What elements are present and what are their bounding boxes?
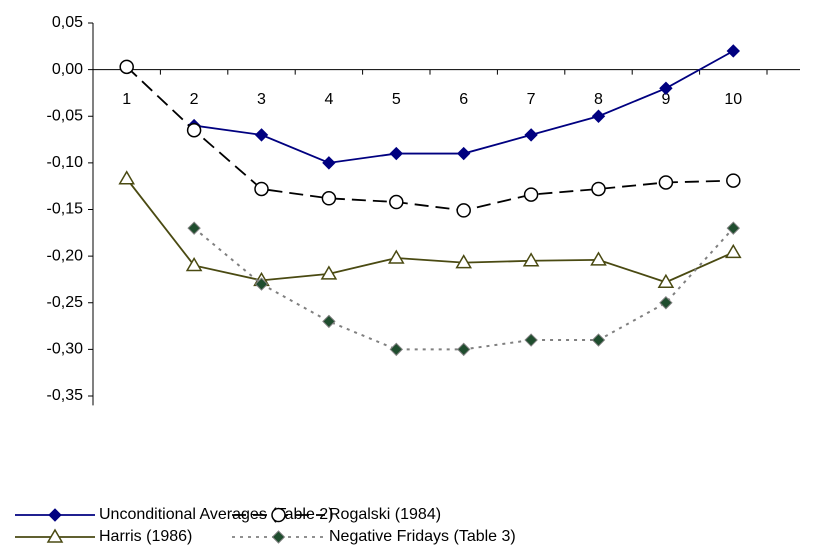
y-tick-label: -0,05 (47, 107, 84, 124)
legend-label: Rogalski (1984) (329, 506, 441, 523)
marker (185, 256, 203, 272)
marker (254, 128, 269, 142)
x-tick-label: 5 (392, 91, 401, 108)
marker (524, 333, 538, 347)
marker (119, 59, 134, 75)
series-line (193, 227, 735, 351)
marker (591, 181, 606, 197)
marker (657, 273, 675, 288)
marker (389, 146, 404, 161)
marker (456, 342, 471, 357)
marker (320, 265, 338, 280)
marker (187, 221, 201, 235)
legend-marker (271, 530, 286, 544)
marker (524, 128, 538, 142)
y-tick-label: -0,15 (47, 201, 84, 218)
marker (322, 156, 336, 170)
y-tick-label: -0,35 (47, 387, 84, 404)
legend-marker (48, 508, 62, 522)
series-line (125, 178, 734, 284)
y-tick-label: -0,10 (47, 154, 84, 171)
marker (254, 181, 269, 197)
marker (322, 314, 336, 329)
marker (522, 252, 540, 267)
y-tick-label: 0,00 (52, 61, 83, 78)
x-tick-label: 6 (459, 91, 468, 108)
x-tick-label: 3 (257, 91, 266, 108)
legend-label: Negative Fridays (Table 3) (329, 528, 516, 545)
x-tick-label: 10 (724, 91, 742, 108)
marker (456, 203, 471, 218)
y-tick-label: 0,05 (52, 14, 83, 31)
marker (659, 296, 673, 310)
marker (118, 170, 136, 185)
marker (726, 221, 741, 235)
legend-marker (271, 507, 286, 523)
y-tick-label: -0,25 (47, 294, 84, 311)
marker (724, 243, 742, 259)
marker (389, 342, 404, 357)
marker (389, 194, 404, 210)
x-tick-label: 9 (661, 91, 670, 108)
x-tick-label: 2 (190, 91, 199, 108)
x-tick-label: 1 (122, 91, 131, 108)
marker (726, 44, 741, 58)
legend-marker (46, 528, 64, 543)
marker (186, 122, 202, 138)
marker (523, 187, 539, 202)
legend-label: Harris (1986) (99, 528, 192, 545)
marker (591, 333, 606, 347)
x-tick-label: 4 (324, 91, 333, 108)
marker (591, 109, 606, 123)
marker (590, 251, 607, 266)
marker (387, 249, 405, 264)
marker (456, 146, 471, 161)
y-tick-label: -0,20 (47, 247, 84, 264)
marker (455, 254, 473, 269)
x-tick-label: 7 (527, 91, 536, 108)
marker (726, 173, 741, 188)
marker (658, 175, 674, 190)
marker (254, 277, 269, 291)
y-tick-label: -0,30 (47, 341, 84, 358)
x-tick-label: 8 (594, 91, 603, 108)
series-line (126, 66, 734, 212)
marker (659, 81, 673, 95)
marker (321, 191, 337, 206)
